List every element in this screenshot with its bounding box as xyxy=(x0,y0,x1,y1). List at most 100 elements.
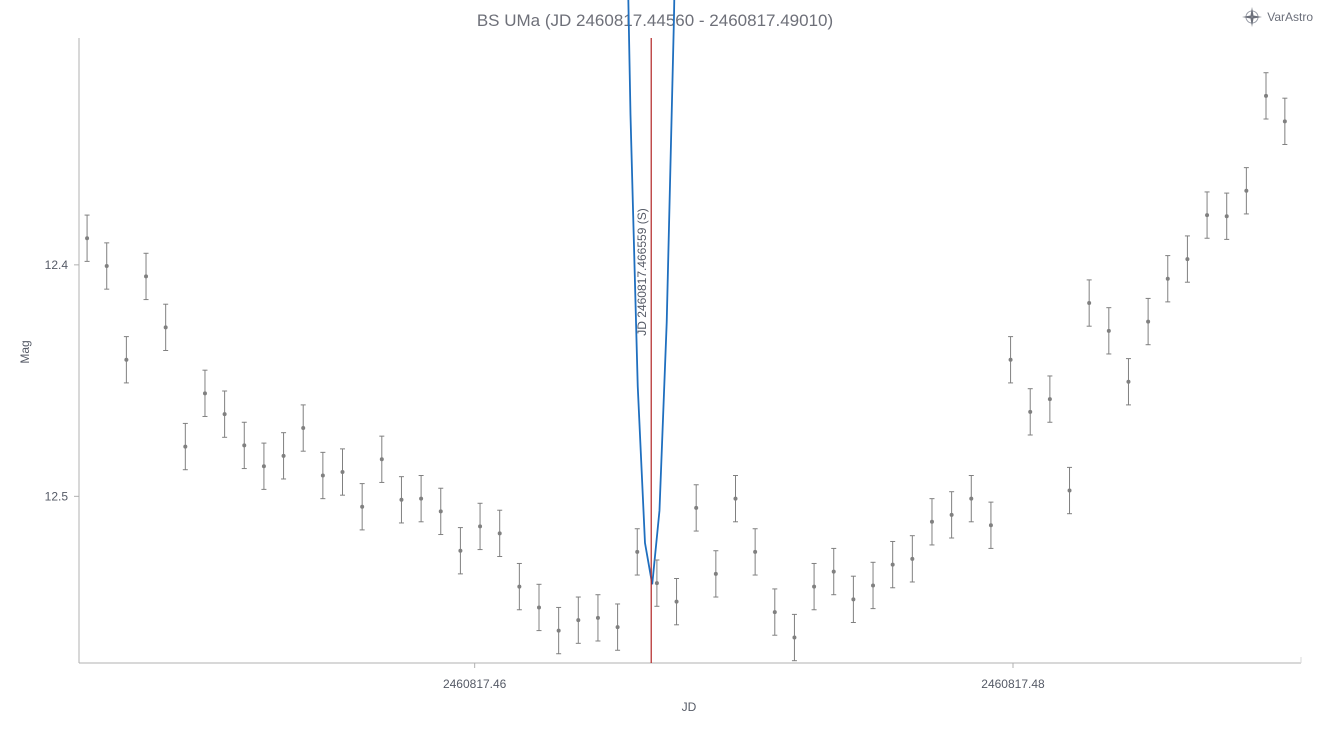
data-point xyxy=(379,435,385,483)
data-point xyxy=(713,550,719,598)
point-marker xyxy=(792,635,797,640)
point-marker xyxy=(871,583,876,588)
varastro-logo[interactable]: VarAstro xyxy=(1241,6,1313,28)
point-marker xyxy=(635,549,640,554)
data-point xyxy=(1125,358,1131,406)
x-tick-label: 2460817.48 xyxy=(981,677,1045,691)
minimum-marker: JD 2460817.466559 (S) xyxy=(635,38,652,663)
data-point xyxy=(1145,297,1151,346)
point-marker xyxy=(713,571,718,576)
data-point xyxy=(497,509,503,558)
y-tick-label: 12.4 xyxy=(45,258,69,272)
x-axis-ticks: 2460817.46 2460817.48 xyxy=(443,663,1045,691)
point-marker xyxy=(1185,257,1190,262)
point-marker xyxy=(320,473,325,478)
data-point xyxy=(732,475,738,523)
data-point xyxy=(1027,388,1033,436)
data-point xyxy=(929,498,935,546)
point-marker xyxy=(222,412,227,417)
data-point xyxy=(1243,167,1249,215)
point-marker xyxy=(497,531,502,536)
point-marker xyxy=(281,453,286,458)
data-point xyxy=(890,540,896,589)
data-point xyxy=(84,214,90,262)
point-marker xyxy=(812,584,817,589)
data-point xyxy=(1263,72,1269,120)
point-marker xyxy=(576,618,581,623)
point-marker xyxy=(1205,213,1210,218)
point-marker xyxy=(1028,409,1033,414)
data-point xyxy=(320,451,326,500)
data-point xyxy=(595,594,601,642)
marker-label: JD 2460817.466559 (S) xyxy=(635,208,649,335)
data-point xyxy=(1204,191,1210,239)
data-point xyxy=(477,502,483,551)
data-point xyxy=(202,369,208,417)
data-point xyxy=(438,487,444,536)
point-marker xyxy=(458,548,463,553)
point-marker xyxy=(654,581,659,586)
y-axis-label: Mag xyxy=(18,340,32,363)
data-point xyxy=(516,562,522,611)
data-point xyxy=(241,421,247,470)
chart-title: BS UMa (JD 2460817.44560 - 2460817.49010… xyxy=(477,11,833,30)
point-marker xyxy=(1282,119,1287,124)
data-point xyxy=(143,252,149,301)
point-marker xyxy=(1047,397,1052,402)
data-point xyxy=(831,547,837,596)
x-tick-label: 2460817.46 xyxy=(443,677,507,691)
point-marker xyxy=(1008,357,1013,362)
point-marker xyxy=(1087,301,1092,306)
data-point xyxy=(281,432,287,480)
point-marker xyxy=(910,556,915,561)
data-point xyxy=(772,588,778,636)
data-point xyxy=(1184,235,1190,283)
fit-curve-line xyxy=(627,0,676,585)
data-point xyxy=(182,422,188,471)
data-point xyxy=(1165,255,1171,303)
point-marker xyxy=(831,569,836,574)
data-point xyxy=(615,603,621,651)
data-point xyxy=(340,448,346,496)
point-marker xyxy=(261,464,266,469)
fit-curve xyxy=(627,0,676,585)
data-point xyxy=(1282,97,1288,145)
data-point xyxy=(1067,466,1073,515)
point-marker xyxy=(1165,276,1170,281)
point-marker xyxy=(360,504,365,509)
point-marker xyxy=(202,391,207,396)
point-marker xyxy=(438,509,443,514)
data-point xyxy=(949,491,955,539)
data-points xyxy=(84,72,1288,662)
data-point xyxy=(791,613,797,662)
point-marker xyxy=(1126,379,1131,384)
point-marker xyxy=(890,562,895,567)
point-marker xyxy=(340,470,345,475)
point-marker xyxy=(536,605,541,610)
point-marker xyxy=(301,426,306,431)
data-point xyxy=(222,390,228,438)
point-marker xyxy=(1146,319,1151,324)
point-marker xyxy=(124,357,129,362)
data-point xyxy=(457,527,463,575)
point-marker xyxy=(379,457,384,462)
data-point xyxy=(163,303,169,351)
data-point xyxy=(300,404,306,452)
data-point xyxy=(556,606,562,655)
data-point xyxy=(104,242,110,290)
point-marker xyxy=(399,497,404,502)
data-point xyxy=(418,475,424,523)
data-point xyxy=(988,501,994,549)
plot-area: 2460817.46 2460817.48 12.4 12.5 JD 2460817… xyxy=(45,0,1302,691)
point-marker xyxy=(1224,214,1229,219)
y-axis-ticks: 12.4 12.5 xyxy=(45,258,79,503)
data-point xyxy=(909,535,915,583)
compass-star-icon xyxy=(1241,6,1263,28)
point-marker xyxy=(733,496,738,501)
point-marker xyxy=(85,236,90,241)
data-point xyxy=(575,596,581,644)
point-marker xyxy=(478,524,483,529)
data-point xyxy=(536,583,542,632)
data-point xyxy=(850,575,856,623)
